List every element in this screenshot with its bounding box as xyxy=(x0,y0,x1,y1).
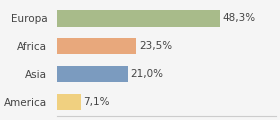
Bar xyxy=(57,66,128,82)
Text: 7,1%: 7,1% xyxy=(84,97,110,107)
Text: 23,5%: 23,5% xyxy=(139,41,172,51)
Text: 48,3%: 48,3% xyxy=(222,13,255,23)
Bar xyxy=(57,38,136,54)
Bar xyxy=(57,10,220,27)
Bar xyxy=(57,93,81,110)
Text: 21,0%: 21,0% xyxy=(130,69,164,79)
